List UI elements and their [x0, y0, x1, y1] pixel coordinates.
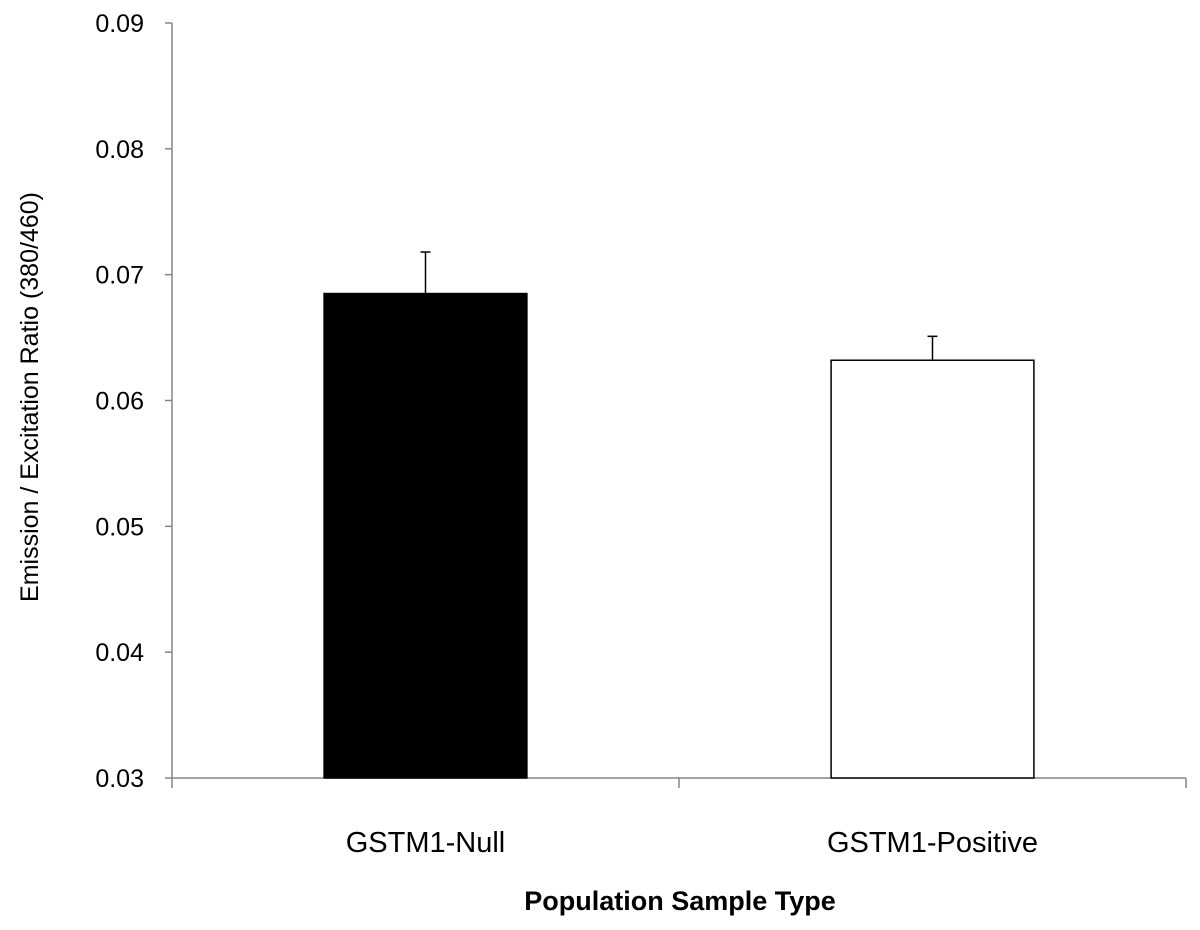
y-tick-label: 0.03 [95, 765, 144, 793]
y-axis: 0.03 0.04 0.05 0.06 0.07 0.08 0.09 [95, 10, 173, 793]
y-tick-label: 0.09 [95, 10, 144, 38]
error-bars [420, 251, 938, 361]
bar [323, 292, 528, 779]
x-category-label: GSTM1-Positive [827, 827, 1038, 859]
bars [323, 292, 1035, 779]
bar [830, 359, 1035, 779]
y-tick-label: 0.08 [95, 136, 144, 164]
y-tick-label: 0.05 [95, 513, 144, 541]
x-axis-title: Population Sample Type [524, 886, 836, 916]
labels: Population Sample Type Emission / Excita… [16, 192, 836, 916]
y-tick-label: 0.06 [95, 388, 144, 416]
y-axis-title: Emission / Excitation Ratio (380/460) [16, 192, 44, 602]
y-tick-label: 0.04 [95, 639, 144, 667]
x-category-label: GSTM1-Null [346, 827, 506, 859]
y-tick-label: 0.07 [95, 262, 144, 290]
x-axis: GSTM1-Null GSTM1-Positive [171, 777, 1187, 859]
